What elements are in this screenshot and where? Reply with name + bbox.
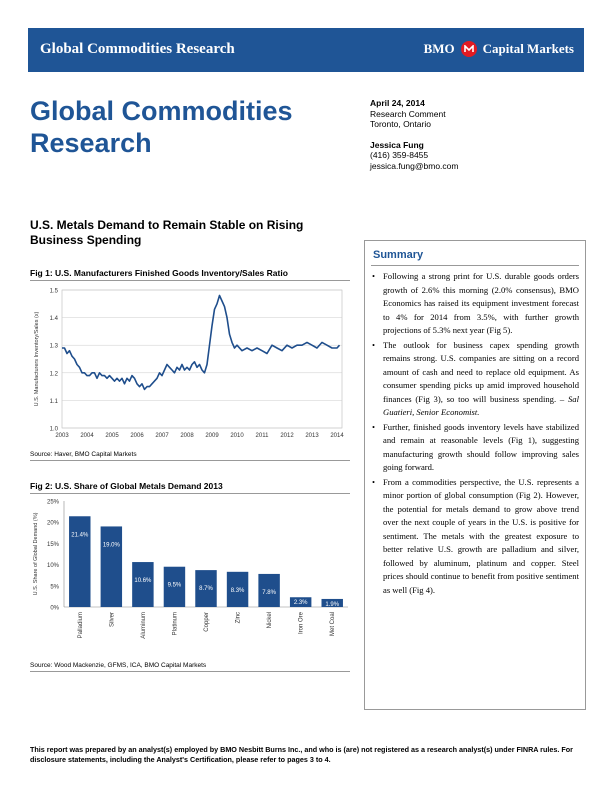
header-banner: Global Commodities Research BMO Capital … <box>28 28 584 72</box>
bar <box>69 516 91 607</box>
y-tick-label: 1.5 <box>50 289 59 295</box>
bar-data-label: 10.6% <box>134 578 152 584</box>
category-label: Met Coal <box>330 612 336 636</box>
y-tick-label: 5% <box>50 584 59 590</box>
y-tick-label: 1.4 <box>50 316 59 322</box>
x-tick-label: 2009 <box>205 433 219 439</box>
category-label: Platinum <box>172 612 178 635</box>
x-tick-label: 2011 <box>256 433 270 439</box>
report-date: April 24, 2014 <box>370 98 425 108</box>
category-label: Aluminum <box>141 612 147 639</box>
category-label: Iron Ore <box>299 611 305 634</box>
x-tick-label: 2014 <box>330 433 344 439</box>
header-title: Global Commodities Research <box>40 41 235 57</box>
bar <box>289 597 312 607</box>
summary-divider <box>371 265 579 266</box>
footer-disclaimer: This report was prepared by an analyst(s… <box>30 745 573 764</box>
fig2-source: Source: Wood Mackenzie, GFMS, ICA, BMO C… <box>30 662 207 669</box>
summary-title: Summary <box>373 249 424 261</box>
bar <box>226 571 249 607</box>
x-tick-label: 2003 <box>55 433 69 439</box>
bar-data-label: 9.5% <box>168 583 182 589</box>
y-axis-label: U.S. Manufacturers Inventory/Sales (x) <box>34 311 40 406</box>
summary-bullet: From a commodities perspective, the U.S.… <box>371 476 579 598</box>
author-email[interactable]: jessica.fung@bmo.com <box>370 160 459 171</box>
x-tick-label: 2010 <box>230 433 244 439</box>
fig1-line-chart: 1.0 1.1 1.2 1.3 1.4 1.5 2003 2004 2005 2006 2007 20… <box>34 289 344 440</box>
y-tick-label: 10% <box>47 563 60 569</box>
summary-bullet: Following a strong print for U.S. durabl… <box>371 270 579 338</box>
fig2-bottom-rule <box>30 671 350 672</box>
summary-box: Summary Following a strong print for U.S… <box>364 240 586 710</box>
y-tick-label: 0% <box>50 606 59 612</box>
x-tick-label: 2012 <box>280 433 294 439</box>
report-headline: U.S. Metals Demand to Remain Stable on R… <box>30 218 304 247</box>
bar <box>132 562 154 607</box>
y-tick-label: 25% <box>47 500 60 506</box>
brand-prefix: BMO <box>423 41 455 56</box>
fig2-title: Fig 2: U.S. Share of Global Metals Deman… <box>30 481 223 491</box>
summary-bullet: Further, finished goods inventory levels… <box>371 421 579 475</box>
x-tick-label: 2007 <box>155 433 169 439</box>
bar-data-label: 2.3% <box>294 600 308 606</box>
report-location: Toronto, Ontario <box>370 119 431 129</box>
series-line <box>62 294 341 391</box>
fig2-bar-chart: 0% 5% 10% 15% 20% 25% U.S. Share of Global Dem… <box>33 500 348 639</box>
y-tick-label: 1.3 <box>50 344 59 350</box>
x-tick-label: 2013 <box>305 433 319 439</box>
fig1-top-rule <box>30 280 350 281</box>
fig1-source: Source: Haver, BMO Capital Markets <box>30 451 137 458</box>
plot-frame <box>61 289 343 429</box>
y-tick-label: 20% <box>47 521 60 527</box>
page-title: Global Commodities Research <box>30 96 293 158</box>
report-type: Research Comment <box>370 108 446 119</box>
category-label: Nickel <box>267 612 273 628</box>
fig1-title: Fig 1: U.S. Manufacturers Finished Goods… <box>30 268 288 278</box>
bar <box>100 526 123 607</box>
x-tick-label: 2008 <box>180 433 194 439</box>
summary-bullet: The outlook for business capex spending … <box>371 339 579 420</box>
bar-data-label: 8.7% <box>199 586 213 592</box>
brand: BMO Capital Markets <box>424 41 574 57</box>
bar <box>321 598 343 607</box>
bar-data-label: 21.4% <box>71 532 89 538</box>
bar <box>195 570 217 607</box>
y-tick-label: 1.0 <box>50 427 59 433</box>
y-axis-label: U.S. Share of Global Demand (%) <box>33 512 39 595</box>
summary-quote: – Sal Guatieri, Senior Economist. <box>383 393 579 418</box>
y-tick-label: 15% <box>47 542 60 548</box>
y-tick-label: 1.1 <box>50 399 59 405</box>
fig2-top-rule <box>30 493 350 494</box>
bar-data-label: 19.0% <box>103 542 121 548</box>
y-tick-label: 1.2 <box>50 371 59 377</box>
category-label: Copper <box>204 612 210 632</box>
author-phone: (416) 359-8455 <box>370 150 429 160</box>
bmo-logo-icon <box>460 41 477 57</box>
author-name: Jessica Fung <box>370 139 424 150</box>
summary-list: Following a strong print for U.S. durabl… <box>371 270 579 598</box>
x-tick-label: 2006 <box>130 433 144 439</box>
x-tick-label: 2004 <box>80 433 94 439</box>
bar-data-label: 1.9% <box>325 602 339 608</box>
x-tick-label: 2005 <box>105 433 119 439</box>
report-meta: April 24, 2014 Research Comment Toronto,… <box>370 98 458 171</box>
category-label: Palladium <box>78 612 84 638</box>
bar <box>258 573 280 607</box>
brand-suffix: Capital Markets <box>482 41 574 56</box>
category-label: Zinc <box>236 612 242 623</box>
bar <box>163 566 186 607</box>
fig1-bottom-rule <box>30 460 350 461</box>
bar-data-label: 8.3% <box>231 588 245 594</box>
category-label: Silver <box>109 612 115 627</box>
bar-data-label: 7.8% <box>262 590 276 596</box>
